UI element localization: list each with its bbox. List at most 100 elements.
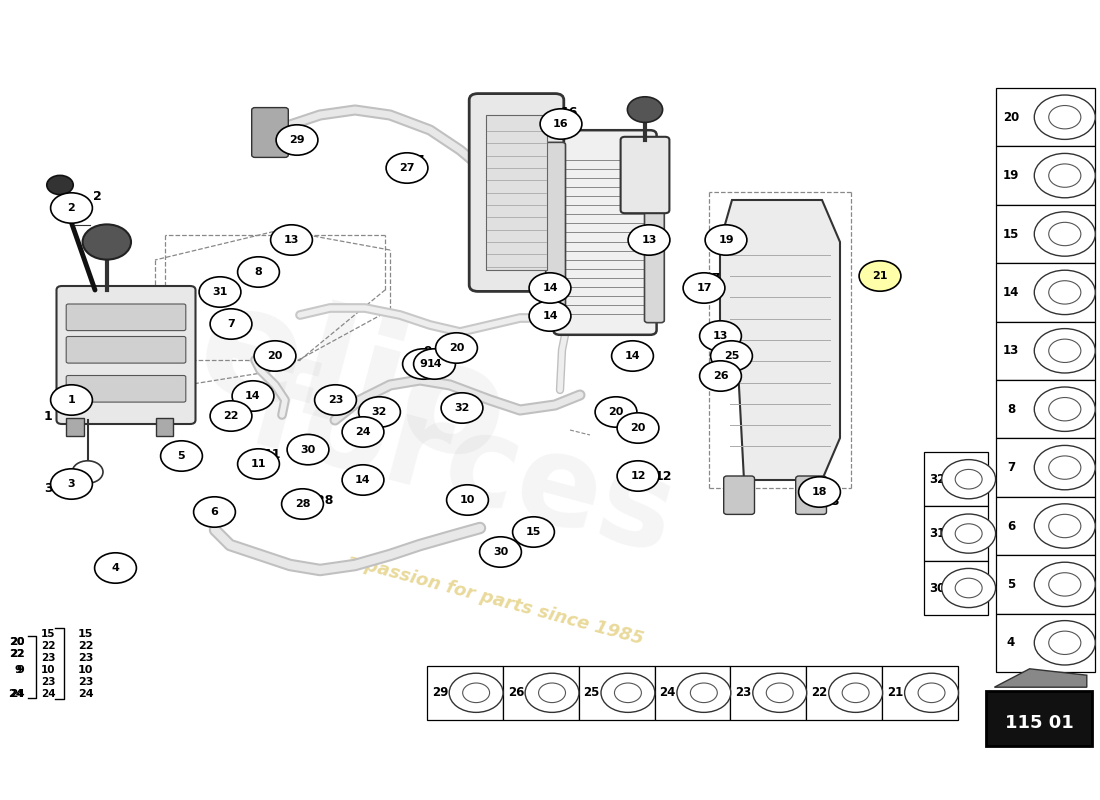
Circle shape	[1048, 222, 1081, 246]
Text: 32: 32	[930, 473, 945, 486]
Circle shape	[617, 461, 659, 491]
Circle shape	[51, 193, 92, 223]
Text: 28: 28	[316, 494, 333, 506]
Circle shape	[705, 225, 747, 255]
Circle shape	[683, 273, 725, 303]
Text: 14: 14	[542, 283, 558, 293]
Text: 18: 18	[812, 487, 827, 497]
Circle shape	[449, 674, 503, 712]
Text: 15: 15	[1003, 227, 1019, 241]
Text: 115 01: 115 01	[1004, 714, 1074, 732]
Circle shape	[1034, 154, 1096, 198]
Circle shape	[436, 333, 477, 363]
Text: 4: 4	[1006, 636, 1015, 650]
Circle shape	[210, 401, 252, 431]
Text: 8: 8	[254, 267, 263, 277]
Circle shape	[627, 97, 662, 122]
Text: 14: 14	[625, 351, 640, 361]
Text: 30: 30	[930, 582, 945, 594]
Text: 14: 14	[542, 311, 558, 321]
Text: 24: 24	[41, 689, 56, 698]
Text: 28: 28	[295, 499, 310, 509]
Circle shape	[82, 224, 131, 259]
Text: 11: 11	[264, 448, 282, 461]
Text: 2: 2	[67, 203, 76, 213]
Circle shape	[691, 683, 717, 702]
Text: 26: 26	[508, 686, 524, 699]
Text: 25: 25	[724, 351, 739, 361]
Text: 30: 30	[300, 445, 316, 454]
Circle shape	[1034, 446, 1096, 490]
Text: 32: 32	[372, 407, 387, 417]
Bar	[924, 452, 988, 506]
Polygon shape	[994, 669, 1087, 687]
Circle shape	[480, 537, 521, 567]
Text: 20: 20	[449, 343, 464, 353]
Circle shape	[1034, 95, 1096, 139]
Text: 23: 23	[41, 677, 56, 686]
Circle shape	[1034, 504, 1096, 548]
Circle shape	[1034, 621, 1096, 665]
Text: 13: 13	[1003, 344, 1019, 358]
Bar	[924, 506, 988, 561]
Text: 21: 21	[888, 686, 903, 699]
Text: 29: 29	[432, 686, 448, 699]
Circle shape	[315, 385, 356, 415]
Circle shape	[955, 470, 982, 489]
FancyBboxPatch shape	[645, 142, 664, 322]
Circle shape	[529, 273, 571, 303]
Circle shape	[276, 125, 318, 155]
Circle shape	[525, 674, 579, 712]
FancyBboxPatch shape	[66, 375, 186, 402]
Circle shape	[199, 277, 241, 307]
Text: 20: 20	[9, 637, 24, 646]
Circle shape	[942, 569, 996, 607]
Text: 22: 22	[9, 650, 24, 659]
Bar	[996, 614, 1094, 672]
Text: a passion for parts since 1985: a passion for parts since 1985	[344, 552, 646, 648]
Text: 10: 10	[41, 665, 56, 674]
Text: 2: 2	[94, 190, 102, 202]
Circle shape	[539, 683, 565, 702]
Circle shape	[955, 578, 982, 598]
Circle shape	[942, 460, 996, 498]
Text: 19: 19	[1003, 169, 1019, 182]
Circle shape	[676, 674, 730, 712]
Text: 15: 15	[41, 629, 56, 638]
Text: 7: 7	[1006, 461, 1015, 474]
Text: 20: 20	[608, 407, 624, 417]
Text: 27: 27	[407, 154, 425, 166]
Text: 14: 14	[355, 475, 371, 485]
Circle shape	[232, 381, 274, 411]
Circle shape	[767, 683, 793, 702]
Bar	[996, 146, 1094, 205]
Bar	[996, 380, 1094, 438]
Circle shape	[843, 683, 869, 702]
Text: 24: 24	[78, 689, 94, 698]
Text: 20: 20	[630, 423, 646, 433]
Circle shape	[617, 413, 659, 443]
Circle shape	[47, 175, 74, 194]
Circle shape	[161, 441, 202, 471]
Text: 14: 14	[245, 391, 261, 401]
Circle shape	[238, 257, 279, 287]
Circle shape	[342, 417, 384, 447]
Circle shape	[711, 341, 752, 371]
Text: 32: 32	[454, 403, 470, 413]
Circle shape	[1048, 398, 1081, 421]
Text: 16: 16	[553, 119, 569, 129]
Circle shape	[1048, 281, 1081, 304]
Text: 24: 24	[660, 686, 675, 699]
Bar	[66, 418, 84, 436]
FancyBboxPatch shape	[66, 304, 186, 330]
Circle shape	[238, 449, 279, 479]
Text: 23: 23	[41, 653, 56, 662]
Bar	[996, 88, 1094, 146]
Text: 22: 22	[812, 686, 827, 699]
Text: 23: 23	[328, 395, 343, 405]
Text: 26: 26	[713, 371, 728, 381]
Circle shape	[700, 361, 741, 391]
Bar	[996, 205, 1094, 263]
Bar	[730, 666, 806, 720]
Text: 31: 31	[930, 527, 945, 540]
